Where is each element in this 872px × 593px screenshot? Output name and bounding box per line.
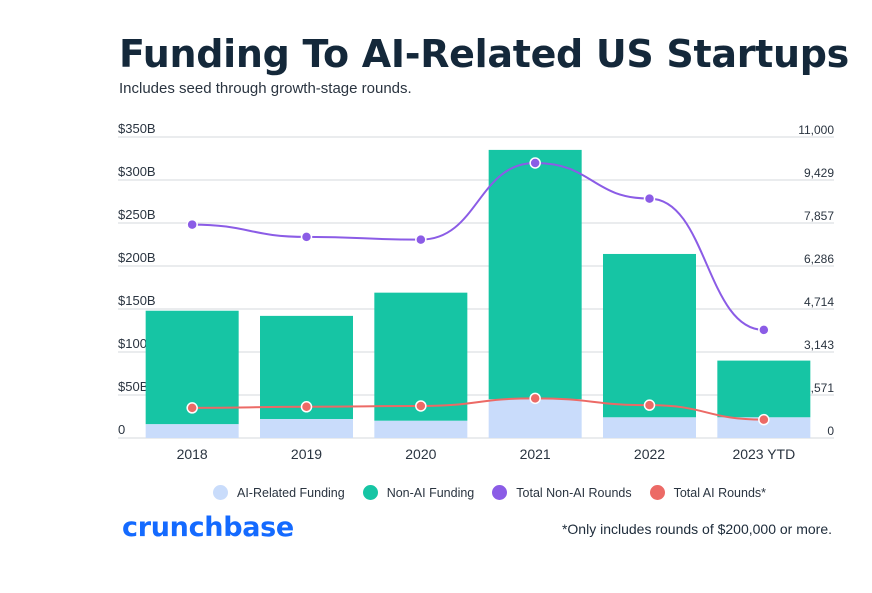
point-total-ai-rounds: [758, 413, 770, 426]
point-total-non-ai-rounds: [186, 218, 198, 231]
point-total-non-ai-rounds: [415, 233, 427, 246]
y-right-tick-label: 9,429: [804, 166, 834, 180]
y-right-tick-label: 4,714: [804, 295, 834, 309]
legend-item-ai-funding: AI-Related Funding: [213, 485, 345, 500]
bar-ai-funding: [603, 417, 696, 438]
legend-label-ai-funding: AI-Related Funding: [237, 485, 345, 500]
legend-swatch-ai-funding: [213, 485, 228, 500]
point-total-non-ai-rounds: [529, 157, 541, 169]
x-tick-label: 2019: [291, 446, 322, 462]
legend-label-ai-rounds: Total AI Rounds*: [673, 485, 767, 500]
bar-ai-funding: [260, 419, 353, 438]
bar-ai-funding: [488, 399, 582, 438]
y-left-tick-label: $200B: [118, 250, 156, 265]
y-left-tick-label: $50B: [118, 379, 148, 394]
x-tick-label: 2022: [634, 446, 665, 462]
line-total-ai-rounds: [192, 397, 764, 421]
legend-swatch-non-ai-funding: [362, 485, 378, 500]
x-tick-label: 2023 YTD: [732, 446, 795, 462]
y-left-tick-label: $350B: [118, 121, 156, 136]
bar-ai-funding: [717, 417, 811, 438]
bar-non-ai-funding: [603, 253, 696, 418]
legend-swatch-non-ai-rounds: [492, 485, 508, 500]
footnote: *Only includes rounds of $200,000 or mor…: [561, 521, 832, 537]
x-tick-label: 2021: [520, 446, 551, 462]
point-total-non-ai-rounds: [758, 324, 770, 336]
chart-title: Funding To AI-Related US Startups: [119, 32, 849, 76]
y-left-tick-label: $150B: [118, 293, 156, 308]
point-total-non-ai-rounds: [643, 192, 656, 205]
legend-item-ai-rounds: Total AI Rounds*: [649, 485, 767, 500]
bar-non-ai-funding: [717, 360, 811, 418]
y-left-tick-label: $250B: [118, 207, 156, 222]
x-tick-label: 2018: [177, 446, 208, 462]
point-total-ai-rounds: [415, 400, 427, 412]
legend-swatch-ai-rounds: [649, 485, 665, 500]
bar-non-ai-funding: [488, 149, 582, 400]
chart-subtitle: Includes seed through growth-stage round…: [119, 80, 412, 97]
point-total-ai-rounds: [300, 401, 313, 413]
point-total-ai-rounds: [643, 399, 656, 411]
legend-label-non-ai-rounds: Total Non-AI Rounds: [516, 485, 632, 500]
crunchbase-logo: crunchbase: [122, 512, 294, 543]
chart-legend: AI-Related Funding Non-AI Funding Total …: [213, 485, 784, 500]
y-right-tick-label: 1,571: [804, 381, 834, 395]
y-left-tick-label: $300B: [118, 164, 156, 179]
bar-ai-funding: [145, 424, 239, 438]
chart-plot: 0 0$50B 1,571$100B 3,143$150B 4,714$200B 6,28…: [118, 121, 834, 462]
y-right-tick-label: 6,286: [804, 252, 834, 266]
y-left-tick-label: 0: [118, 422, 125, 437]
bar-ai-funding: [374, 420, 468, 438]
bar-non-ai-funding: [374, 292, 468, 421]
point-total-non-ai-rounds: [300, 231, 313, 243]
legend-item-non-ai-funding: Non-AI Funding: [362, 485, 475, 500]
x-tick-label: 2020: [405, 446, 436, 462]
y-right-tick-label: 3,143: [804, 338, 834, 352]
legend-item-non-ai-rounds: Total Non-AI Rounds: [492, 485, 632, 500]
y-right-tick-label: 7,857: [804, 209, 834, 223]
point-total-ai-rounds: [529, 392, 541, 405]
y-right-tick-label: 0: [827, 424, 834, 438]
point-total-ai-rounds: [186, 402, 198, 414]
y-right-tick-label: 11,000: [798, 123, 834, 137]
legend-label-non-ai-funding: Non-AI Funding: [386, 485, 475, 500]
